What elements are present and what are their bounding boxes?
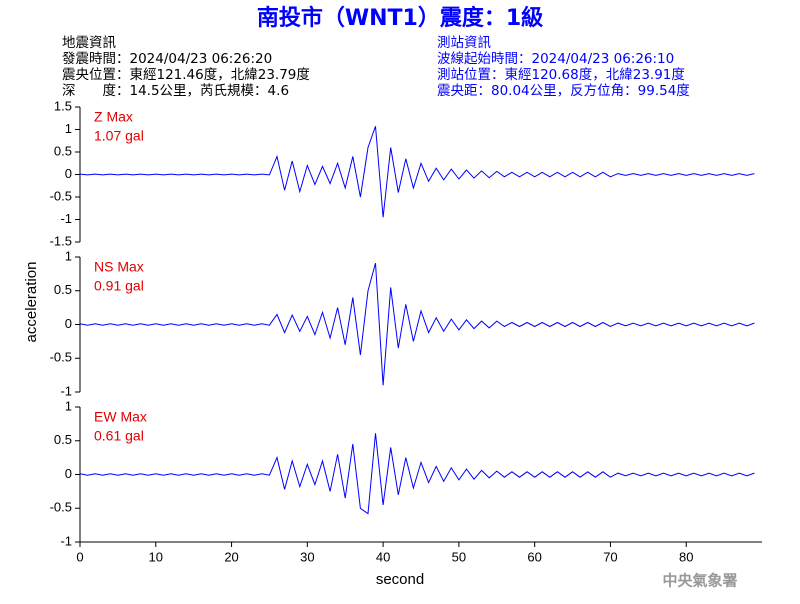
y-tick-label: -0.5 [50, 500, 72, 515]
x-tick-label: 60 [527, 549, 541, 564]
y-tick-label: -1 [60, 211, 72, 226]
waveform [79, 433, 755, 515]
info-line: 震央位置：東經121.46度，北緯23.79度 [62, 67, 310, 83]
footer: 中央氣象署 [662, 572, 737, 590]
x-tick-label: 40 [376, 549, 390, 564]
y-tick-label: 0.5 [54, 143, 72, 158]
y-tick-label: 1 [65, 248, 72, 263]
info-line: 波線起始時間：2024/04/23 06:26:10 [437, 51, 674, 67]
y-axis-label: acceleration [23, 262, 40, 343]
panel-label: EW Max [94, 409, 147, 425]
y-tick-label: -0.5 [50, 188, 72, 203]
chart-title: 南投市（WNT1）震度：1級 [257, 5, 543, 31]
waveform [79, 126, 755, 218]
y-tick-label: 0 [65, 466, 72, 481]
info-line: 測站資訊 [437, 35, 491, 51]
y-tick-label: 0.5 [54, 282, 72, 297]
y-tick-label: 1 [65, 121, 72, 136]
waveform [79, 262, 755, 386]
info-line: 測站位置：東經120.68度，北緯23.91度 [437, 67, 685, 83]
info-line: 震央距：80.04公里，反方位角：99.54度 [437, 83, 690, 99]
info-line: 地震資訊 [62, 35, 116, 51]
y-tick-label: 0 [65, 316, 72, 331]
y-tick-label: 0 [65, 166, 72, 181]
panel-label: NS Max [94, 259, 144, 275]
x-tick-label: 30 [300, 549, 314, 564]
max-label: 1.07 gal [94, 128, 144, 144]
y-tick-label: 1 [65, 398, 72, 413]
max-label: 0.91 gal [94, 278, 144, 294]
info-line: 發震時間：2024/04/23 06:26:20 [62, 51, 272, 67]
y-tick-label: -0.5 [50, 350, 72, 365]
y-tick-label: 1.5 [54, 98, 72, 113]
x-axis-label: second [376, 571, 424, 588]
info-line: 深 度：14.5公里，芮氏規模：4.6 [62, 82, 289, 99]
x-tick-label: 50 [452, 549, 466, 564]
y-tick-label: -1.5 [50, 233, 72, 248]
y-tick-label: -1 [60, 533, 72, 548]
panel-label: Z Max [94, 109, 133, 125]
x-tick-label: 10 [149, 549, 163, 564]
max-label: 0.61 gal [94, 428, 144, 444]
x-tick-label: 80 [679, 549, 693, 564]
x-tick-label: 0 [76, 549, 83, 564]
x-tick-label: 70 [603, 549, 617, 564]
x-tick-label: 20 [224, 549, 238, 564]
y-tick-label: 0.5 [54, 432, 72, 447]
y-tick-label: -1 [60, 383, 72, 398]
